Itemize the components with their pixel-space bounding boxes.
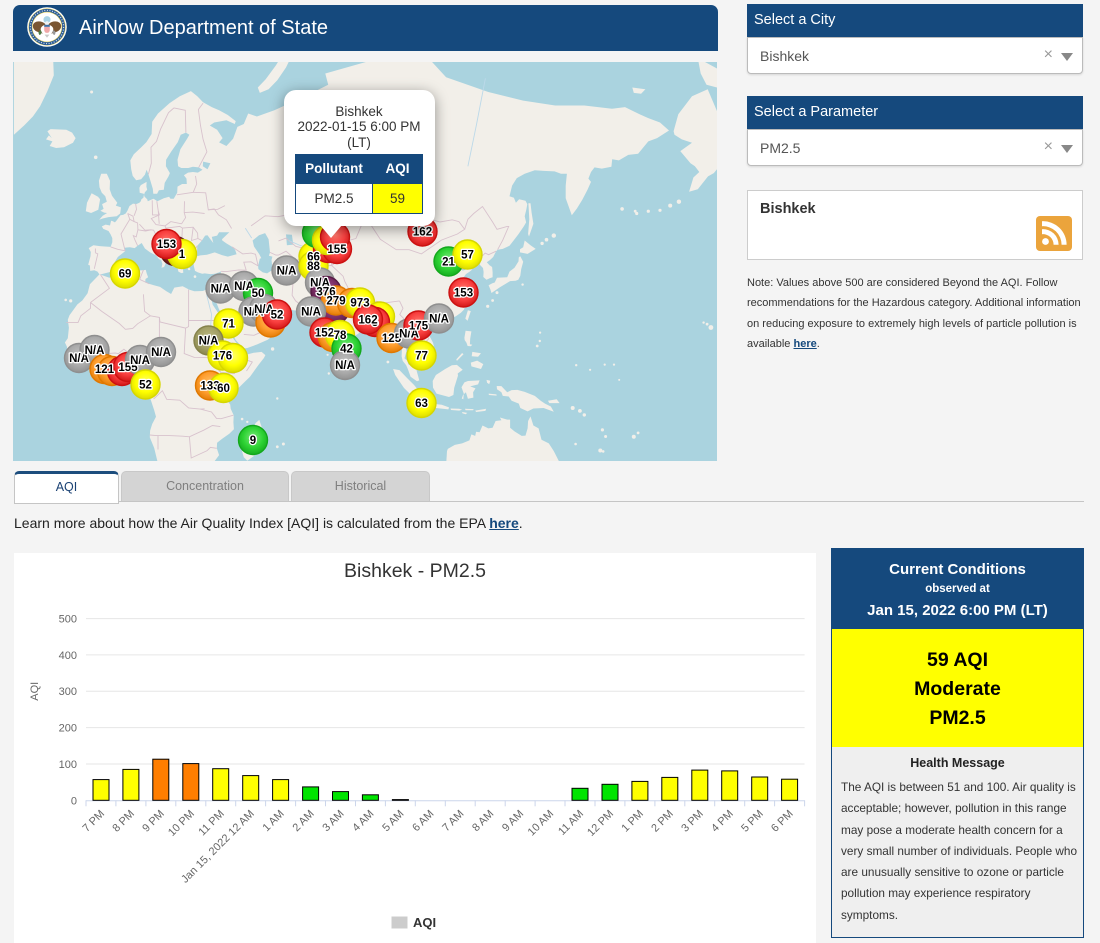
svg-text:152: 152: [315, 328, 334, 340]
svg-text:162: 162: [413, 227, 432, 239]
svg-text:6 PM: 6 PM: [769, 808, 796, 835]
svg-text:155: 155: [327, 244, 347, 256]
svg-text:42: 42: [340, 344, 353, 356]
svg-text:N/A: N/A: [130, 355, 150, 367]
svg-text:N/A: N/A: [254, 304, 274, 316]
svg-text:N/A: N/A: [277, 266, 297, 278]
svg-text:100: 100: [59, 759, 77, 771]
svg-text:7 AM: 7 AM: [440, 808, 466, 834]
svg-text:1: 1: [179, 249, 186, 261]
svg-text:2 PM: 2 PM: [649, 808, 676, 835]
svg-text:71: 71: [222, 319, 235, 331]
svg-text:N/A: N/A: [244, 307, 264, 319]
svg-text:Bishkek - PM2.5: Bishkek - PM2.5: [344, 560, 486, 582]
svg-text:10 PM: 10 PM: [166, 808, 197, 839]
svg-text:N/A: N/A: [234, 281, 254, 293]
svg-text:125: 125: [382, 333, 402, 345]
svg-text:N/A: N/A: [335, 360, 355, 372]
svg-text:5 PM: 5 PM: [739, 808, 766, 835]
svg-text:N/A: N/A: [211, 284, 231, 296]
svg-text:50: 50: [252, 288, 265, 300]
svg-text:0: 0: [71, 795, 77, 807]
svg-text:6 AM: 6 AM: [410, 808, 436, 834]
svg-text:155: 155: [118, 362, 138, 374]
svg-text:7 PM: 7 PM: [80, 808, 107, 835]
svg-text:153: 153: [157, 239, 176, 251]
svg-text:52: 52: [139, 380, 152, 392]
svg-text:973: 973: [350, 298, 369, 310]
svg-text:57: 57: [461, 250, 474, 262]
svg-text:279: 279: [326, 296, 345, 308]
svg-text:1 PM: 1 PM: [619, 808, 646, 835]
svg-text:162: 162: [358, 315, 377, 327]
svg-text:21: 21: [442, 257, 455, 269]
svg-text:52: 52: [271, 310, 284, 322]
svg-text:N/A: N/A: [151, 347, 171, 359]
svg-text:153: 153: [454, 288, 473, 300]
svg-text:500: 500: [59, 614, 77, 626]
svg-text:12 PM: 12 PM: [585, 808, 616, 839]
svg-text:69: 69: [119, 269, 132, 281]
svg-text:4 PM: 4 PM: [709, 808, 736, 835]
svg-text:8 AM: 8 AM: [470, 808, 496, 834]
svg-text:3 AM: 3 AM: [320, 808, 346, 834]
svg-text:78: 78: [334, 330, 347, 342]
svg-text:N/A: N/A: [310, 278, 330, 290]
svg-text:N/A: N/A: [69, 353, 89, 365]
svg-text:N/A: N/A: [85, 345, 105, 357]
svg-text:2 AM: 2 AM: [291, 808, 317, 834]
svg-text:AQI: AQI: [29, 682, 41, 701]
svg-text:400: 400: [59, 650, 77, 662]
svg-text:175: 175: [409, 321, 429, 333]
svg-text:88: 88: [307, 261, 320, 273]
svg-text:10 AM: 10 AM: [526, 808, 557, 839]
svg-text:9 AM: 9 AM: [500, 808, 526, 834]
svg-text:AQI: AQI: [413, 915, 436, 930]
svg-text:133: 133: [200, 381, 219, 393]
svg-text:66: 66: [307, 252, 320, 264]
svg-text:200: 200: [59, 723, 77, 735]
svg-text:3 PM: 3 PM: [679, 808, 706, 835]
svg-text:121: 121: [95, 364, 115, 376]
svg-text:376: 376: [316, 287, 335, 299]
svg-text:63: 63: [415, 398, 428, 410]
svg-text:8 PM: 8 PM: [110, 808, 137, 835]
svg-text:300: 300: [59, 686, 77, 698]
svg-text:9 PM: 9 PM: [140, 808, 167, 835]
svg-text:N/A: N/A: [399, 329, 419, 341]
svg-text:N/A: N/A: [429, 314, 449, 326]
svg-text:1 AM: 1 AM: [261, 808, 287, 834]
svg-text:N/A: N/A: [301, 307, 321, 319]
svg-text:4 AM: 4 AM: [350, 808, 376, 834]
svg-text:5: 5: [372, 317, 379, 329]
svg-text:11 AM: 11 AM: [556, 808, 586, 838]
svg-text:176: 176: [213, 351, 232, 363]
svg-text:60: 60: [217, 383, 230, 395]
svg-text:5 AM: 5 AM: [380, 808, 406, 834]
svg-text:N/A: N/A: [199, 336, 219, 348]
svg-text:9: 9: [250, 435, 256, 447]
svg-text:77: 77: [415, 351, 428, 363]
